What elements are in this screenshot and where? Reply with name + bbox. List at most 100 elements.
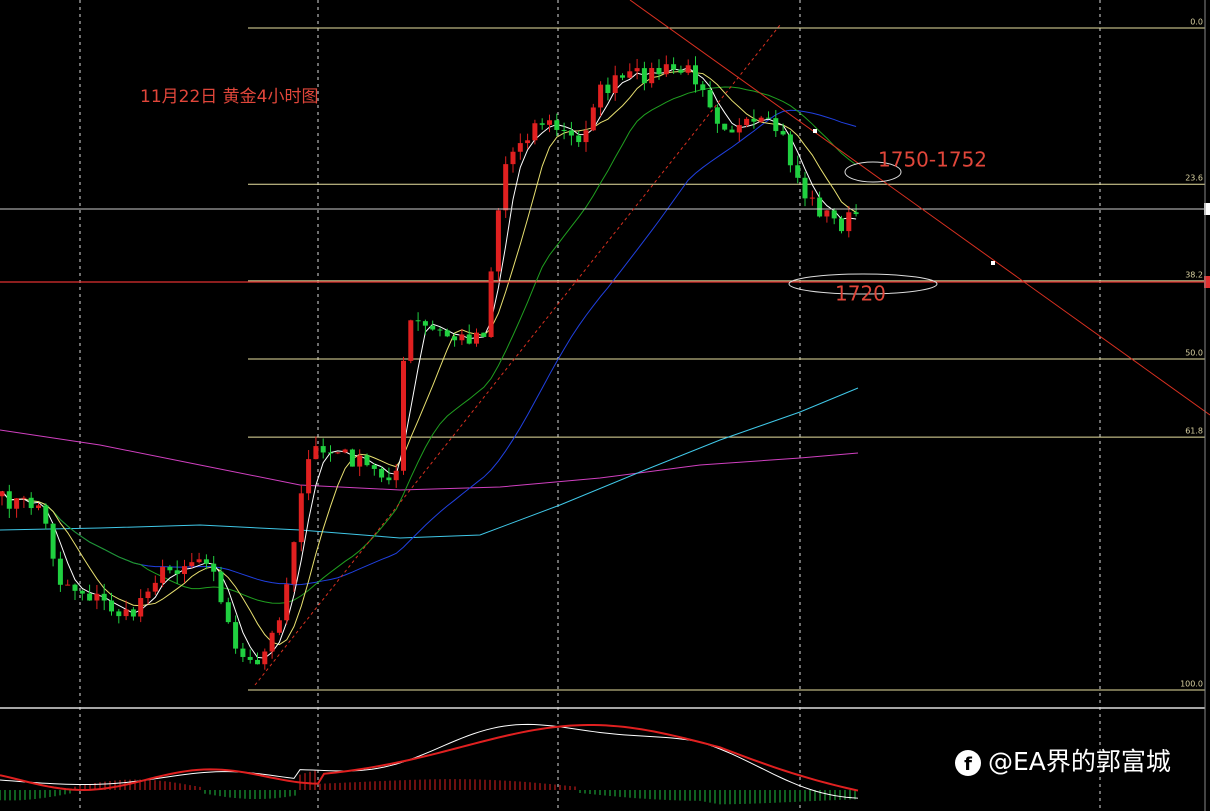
candle-body <box>576 135 582 143</box>
candle-body <box>802 177 808 199</box>
candle-body <box>269 632 275 652</box>
candle-body <box>196 559 202 563</box>
candle-body <box>138 598 144 617</box>
candle-body <box>620 75 625 78</box>
candle-body <box>561 129 567 131</box>
moving-average <box>0 387 859 539</box>
candle-body <box>313 446 319 460</box>
fib-label: 100.0 <box>1180 680 1203 689</box>
candle-body <box>72 584 78 591</box>
candle-body <box>28 497 34 509</box>
candle-body <box>240 648 246 657</box>
candle-body <box>495 210 501 272</box>
candle-body <box>306 459 312 494</box>
candle-body <box>203 559 209 564</box>
price-tag <box>1204 203 1210 215</box>
price-layer <box>0 27 1205 691</box>
annotation: 1750-1752 <box>878 148 987 172</box>
fib-label: 0.0 <box>1190 18 1203 27</box>
candle-body <box>627 71 633 78</box>
trend-line-dashed <box>254 24 781 686</box>
candle-body <box>364 455 370 466</box>
candle-body <box>663 64 669 75</box>
fib-label: 23.6 <box>1185 174 1203 183</box>
candle-body <box>298 493 304 543</box>
fib-label: 38.2 <box>1185 270 1203 279</box>
price-tag <box>1204 276 1210 288</box>
candle-body <box>401 360 406 471</box>
candle-body <box>14 498 20 509</box>
candle-body <box>831 210 837 219</box>
watermark-icon <box>955 750 981 776</box>
watermark-text: @EA界的郭富城 <box>988 747 1171 776</box>
trend-line <box>629 0 1210 416</box>
fib-label: 61.8 <box>1185 427 1203 436</box>
candle-body <box>510 151 516 165</box>
candle-body <box>233 622 239 649</box>
candle-body <box>780 131 786 135</box>
candle-body <box>488 271 494 338</box>
candle-body <box>437 329 443 331</box>
candle-body <box>79 590 85 594</box>
candle-body <box>678 69 684 73</box>
candle-body <box>839 218 844 232</box>
candle-body <box>474 332 479 344</box>
candle-body <box>36 505 41 509</box>
candle-body <box>554 120 560 130</box>
candle-body <box>824 210 830 217</box>
candle-body <box>466 334 472 344</box>
candle-body <box>291 542 297 585</box>
candle-body <box>430 325 436 330</box>
candle-body <box>211 563 217 572</box>
candle-body <box>444 330 450 337</box>
candle-body <box>547 120 552 125</box>
candle-body <box>342 449 348 453</box>
candle-body <box>57 558 63 585</box>
candle-body <box>532 123 538 141</box>
candle-body <box>43 505 49 524</box>
candle-body <box>182 566 187 575</box>
ellipse <box>788 273 938 295</box>
candle-body <box>787 134 793 166</box>
candle-body <box>693 65 698 85</box>
grid <box>79 0 1101 811</box>
candle-body <box>371 465 377 469</box>
candle-body <box>751 118 757 122</box>
candle-body <box>379 468 385 478</box>
candle-body <box>152 582 158 592</box>
candle-body <box>795 165 801 178</box>
candle-body <box>87 593 93 601</box>
candle-body <box>225 602 231 623</box>
candle-body <box>262 651 268 665</box>
candle-body <box>809 197 815 199</box>
candle-body <box>0 491 5 497</box>
candle-body <box>817 197 823 217</box>
candle-body <box>517 143 523 152</box>
candle-body <box>6 491 12 509</box>
candle-body <box>590 107 596 131</box>
moving-average <box>1 109 857 586</box>
candle-body <box>189 562 195 567</box>
candle-body <box>612 75 618 94</box>
candle-body <box>766 117 771 119</box>
candle-body <box>714 107 720 124</box>
candle-body <box>255 659 260 665</box>
candle-body <box>525 140 531 144</box>
candle-body <box>722 123 728 130</box>
annotation: 1720 <box>835 282 886 306</box>
candle-body <box>452 336 458 341</box>
moving-average <box>1 67 857 659</box>
candle-body <box>94 593 100 601</box>
candle-body <box>598 84 604 108</box>
candle-body <box>145 591 151 599</box>
ellipse <box>844 161 902 183</box>
candle-body <box>539 123 545 125</box>
candle-body <box>174 570 180 575</box>
candle-body <box>386 477 392 481</box>
candle-body <box>459 334 465 341</box>
moving-average <box>1 70 857 646</box>
candle-body <box>328 452 333 454</box>
candle-body <box>276 620 282 633</box>
candle-body <box>758 117 764 122</box>
candle-body <box>349 449 355 467</box>
